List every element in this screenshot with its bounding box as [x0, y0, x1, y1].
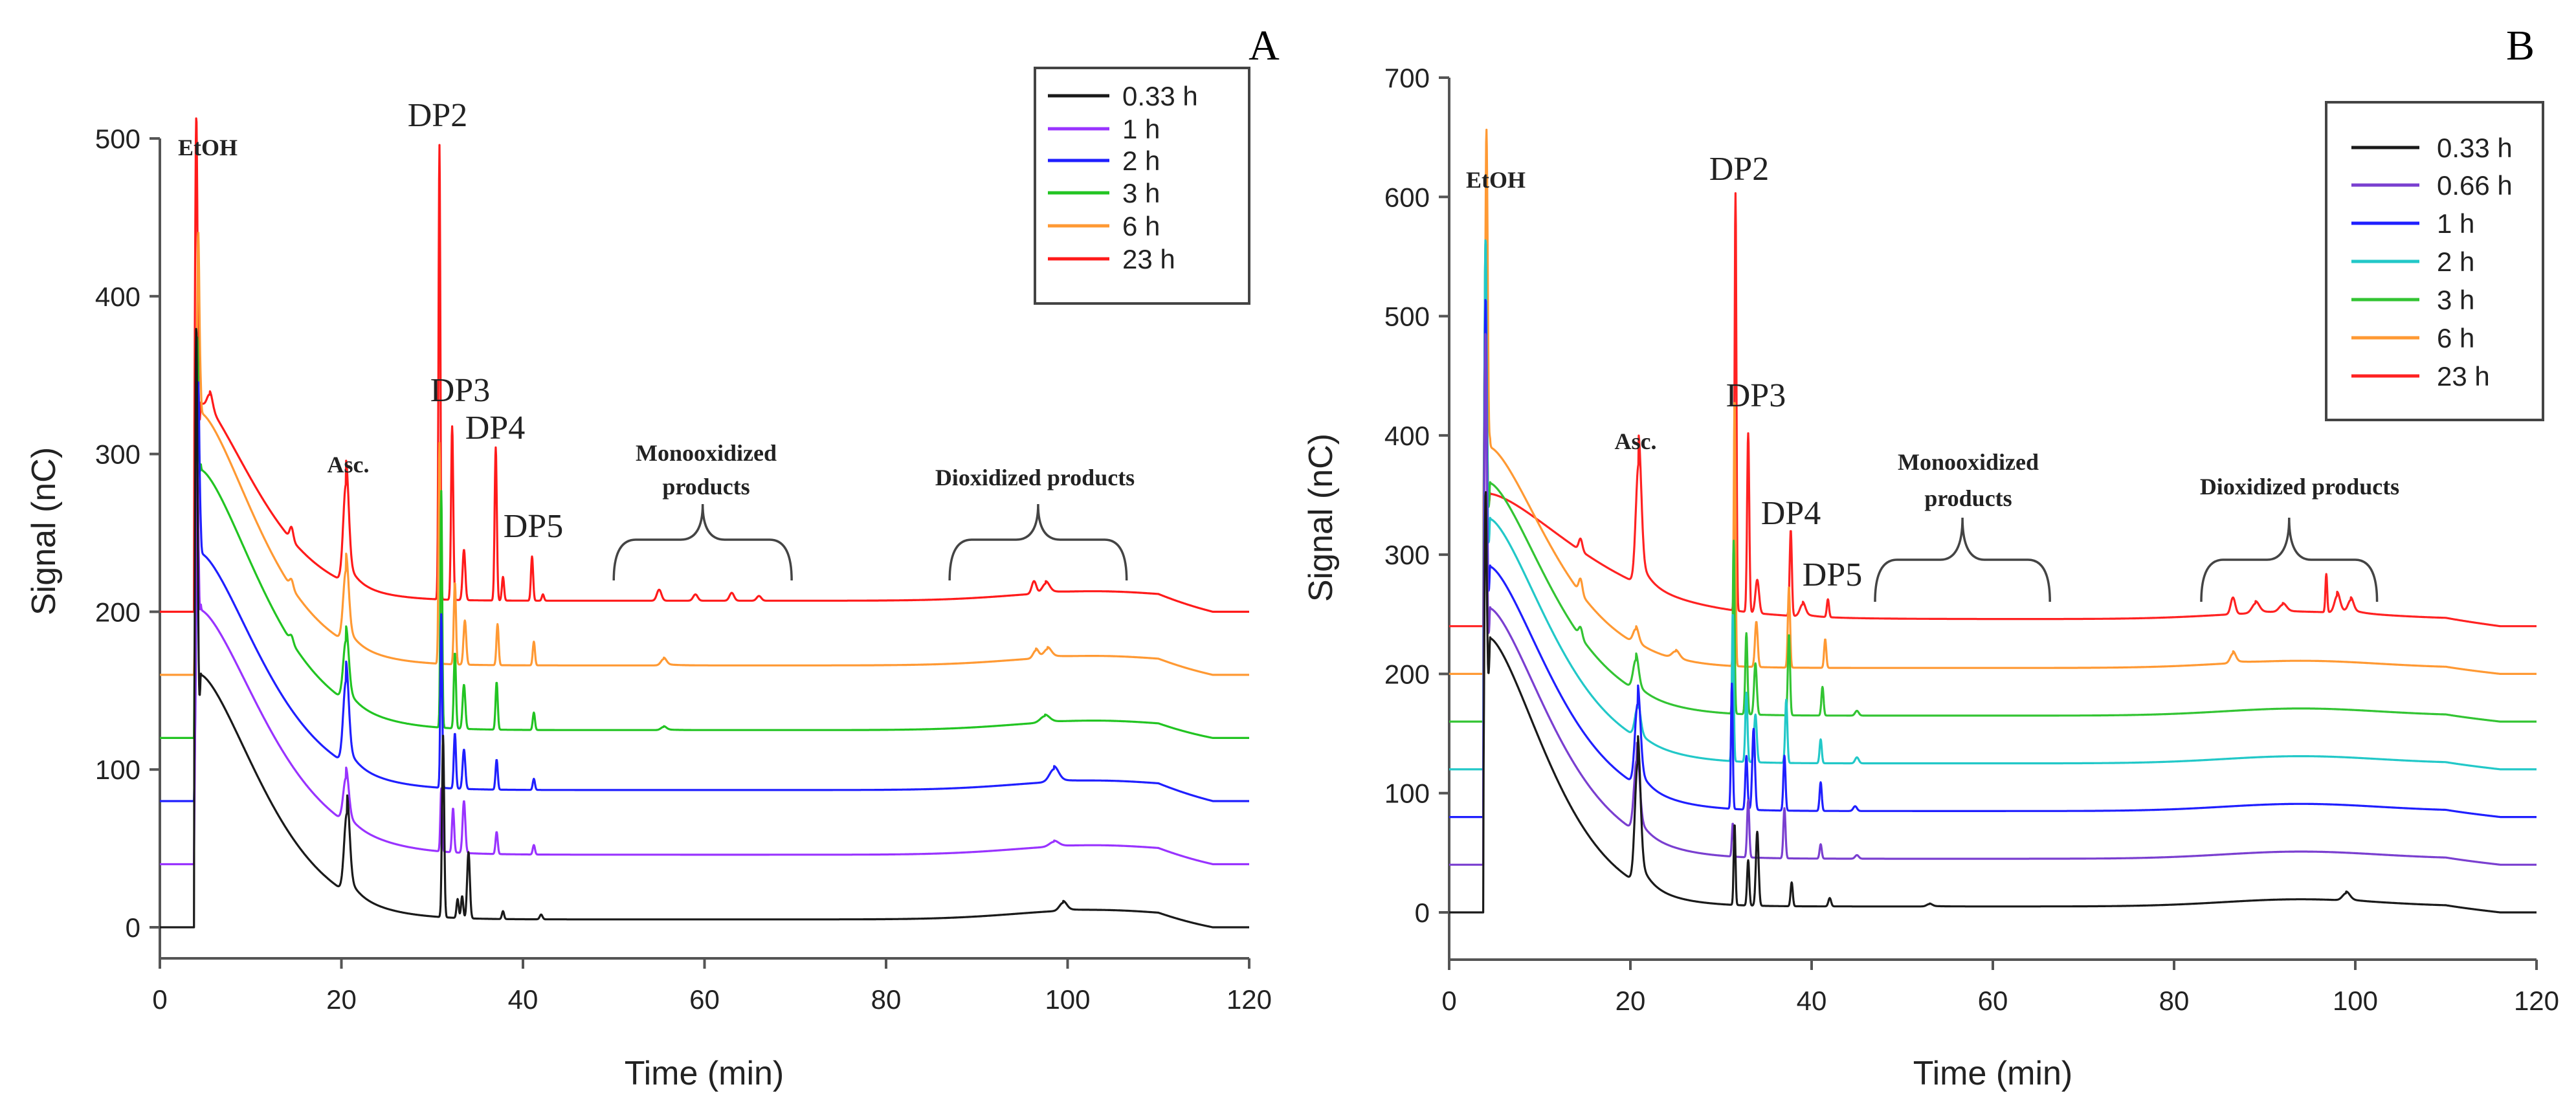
- legend-label: 2 h: [1122, 146, 1160, 176]
- x-axis-title: Time (min): [625, 1055, 784, 1092]
- x-tick-label: 0: [152, 984, 167, 1015]
- legend-label: 6 h: [1122, 211, 1160, 241]
- peak-annotation: products: [1924, 485, 2012, 511]
- x-tick-label: 20: [1616, 986, 1646, 1016]
- x-tick-label: 60: [689, 984, 720, 1015]
- y-tick-label: 500: [95, 124, 140, 154]
- trace-23-h: [159, 117, 1250, 613]
- y-tick-label: 500: [1384, 302, 1430, 332]
- y-tick-label: 200: [1384, 659, 1430, 689]
- x-tick-label: 120: [1227, 984, 1272, 1015]
- legend-label: 1 h: [1122, 114, 1160, 144]
- legend-label: 2 h: [2437, 247, 2474, 277]
- legend-label: 6 h: [2437, 323, 2474, 353]
- peak-annotation: EtOH: [1466, 167, 1526, 193]
- y-axis-title: Signal (nC): [1302, 434, 1340, 602]
- y-tick-label: 300: [1384, 540, 1430, 570]
- peak-annotation: Monooxidized: [636, 440, 777, 466]
- legend-label: 0.33 h: [2437, 133, 2513, 163]
- legend-label: 0.66 h: [2437, 170, 2513, 201]
- trace-0-33-h: [159, 327, 1250, 929]
- trace-3-h: [1449, 243, 2537, 723]
- x-tick-label: 20: [326, 984, 357, 1015]
- trace-1-h: [159, 460, 1250, 866]
- x-tick-label: 40: [508, 984, 539, 1015]
- peak-annotation: EtOH: [178, 135, 238, 160]
- legend: 0.33 h1 h2 h3 h6 h23 h: [1034, 67, 1250, 305]
- legend-label: 3 h: [1122, 178, 1160, 208]
- x-tick-label: 80: [2159, 986, 2190, 1016]
- peak-annotation: DP2: [408, 97, 467, 134]
- y-tick-label: 600: [1384, 182, 1430, 212]
- bracket: [2200, 517, 2379, 602]
- peak-annotation: DP2: [1709, 151, 1769, 188]
- x-axis-title: Time (min): [1913, 1055, 2073, 1092]
- y-tick-label: 0: [1415, 898, 1430, 928]
- y-tick-label: 100: [1384, 778, 1430, 809]
- trace-6-h: [1449, 128, 2537, 676]
- peak-annotation: DP3: [1726, 377, 1786, 414]
- bracket: [948, 503, 1128, 581]
- trace-0-66-h: [1449, 333, 2537, 866]
- peak-annotation: Dioxidized products: [2200, 474, 2399, 500]
- x-tick-label: 80: [871, 984, 902, 1015]
- legend-label: 3 h: [2437, 285, 2474, 315]
- panel-b: B 0 100 200 300 400 500 600 700 0 20 40 60 80 100 120 Ti…: [1302, 22, 2559, 1092]
- x-tick-label: 100: [2333, 986, 2378, 1016]
- peak-annotation: Asc.: [1615, 428, 1657, 454]
- trace-1-h: [1449, 299, 2537, 819]
- x-tick-label: 100: [1045, 984, 1090, 1015]
- peak-annotation: DP3: [430, 372, 490, 409]
- trace-6-h: [159, 232, 1250, 676]
- y-tick-label: 0: [126, 912, 140, 943]
- legend: 0.33 h 0.66 h 1 h 2 h 3 h 6 h 23 h: [2325, 101, 2544, 421]
- x-tick-label: 60: [1978, 986, 2008, 1016]
- peak-annotation: products: [662, 474, 749, 500]
- trace-23-h: [1449, 192, 2537, 628]
- trace-2-h: [159, 381, 1250, 802]
- legend-label: 23 h: [2437, 361, 2490, 391]
- bracket: [1874, 517, 2051, 602]
- x-tick-label: 120: [2514, 986, 2559, 1016]
- panel-label: A: [1249, 22, 1280, 69]
- x-tick-label: 40: [1797, 986, 1827, 1016]
- y-tick-label: 200: [95, 597, 140, 627]
- peak-annotation: Asc.: [328, 452, 370, 478]
- y-axis-title: Signal (nC): [25, 447, 63, 615]
- y-tick-label: 100: [95, 755, 140, 785]
- peak-annotation: DP4: [1761, 495, 1821, 532]
- peak-annotation: Dioxidized products: [935, 465, 1135, 490]
- y-tick-label: 400: [1384, 421, 1430, 451]
- y-tick-label: 300: [95, 439, 140, 470]
- peak-annotation: DP4: [465, 410, 525, 446]
- y-tick-label: 400: [95, 281, 140, 312]
- x-tick-label: 0: [1441, 986, 1456, 1016]
- peak-annotation: DP5: [1803, 556, 1862, 593]
- legend-label: 23 h: [1122, 244, 1175, 274]
- peak-annotation: DP5: [504, 508, 563, 545]
- bracket: [612, 503, 793, 581]
- trace-0-33-h: [1449, 490, 2537, 914]
- legend-label: 1 h: [2437, 208, 2474, 239]
- panel-label: B: [2506, 22, 2535, 69]
- trace-3-h: [159, 336, 1250, 740]
- y-tick-label: 700: [1384, 63, 1430, 93]
- legend-label: 0.33 h: [1122, 81, 1198, 111]
- legend-box: [1034, 67, 1250, 305]
- trace-2-h: [1449, 239, 2537, 771]
- peak-annotation: Monooxidized: [1898, 449, 2039, 475]
- panel-a: A 0 100 200 300 400 500 0 20 40 60 80 100 120 Time (mi…: [25, 22, 1280, 1092]
